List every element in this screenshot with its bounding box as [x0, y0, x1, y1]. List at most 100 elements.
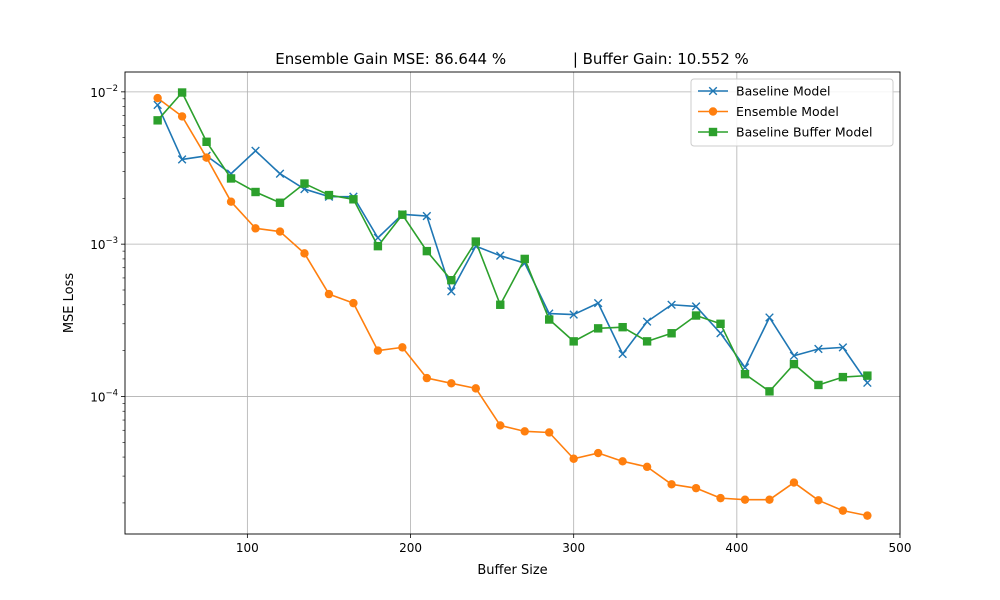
ensemble-model-point	[618, 457, 627, 466]
baseline-buffer-model-point	[789, 359, 799, 369]
plot-area-frame	[124, 71, 901, 535]
y-tick-label: 10−4	[90, 388, 118, 404]
marker-stroke	[593, 298, 603, 308]
ensemble-model-point	[275, 227, 285, 236]
marker-stroke	[569, 310, 578, 319]
ensemble-model-point	[667, 480, 676, 489]
ensemble-model-point	[251, 224, 260, 233]
x-tick-label: 200	[399, 541, 422, 555]
baseline-model-point	[153, 100, 162, 110]
ensemble-model-point	[300, 249, 309, 258]
marker-stroke	[765, 313, 774, 322]
baseline-buffer-model-point	[300, 179, 309, 188]
baseline-buffer-model-point	[618, 322, 627, 332]
baseline-model-point	[618, 349, 627, 359]
ensemble-model-point	[202, 153, 211, 162]
ensemble-model-point	[642, 462, 652, 472]
baseline-buffer-model-point	[177, 88, 187, 97]
marker-stroke	[422, 211, 432, 221]
baseline-model-point	[569, 310, 578, 319]
ensemble-model-point	[422, 373, 432, 383]
legend-swatch-marker	[708, 86, 718, 96]
baseline-model-point	[765, 313, 774, 322]
ensemble-model-point	[226, 197, 236, 206]
ensemble-model-point	[447, 379, 456, 388]
baseline-model-point	[642, 317, 652, 326]
ensemble-model-point	[789, 478, 799, 487]
marker-stroke	[447, 287, 456, 296]
marker-stroke	[789, 351, 799, 361]
baseline-buffer-model-point	[765, 387, 774, 396]
baseline-buffer-model-point	[226, 174, 236, 183]
baseline-buffer-model-point	[740, 370, 750, 379]
legend-item-baseline-buffer-model: Baseline Buffer Model	[698, 125, 872, 140]
ensemble-model-point	[496, 421, 505, 430]
baseline-buffer-model-point	[275, 198, 285, 207]
x-axis-label: Buffer Size	[477, 563, 547, 578]
baseline-buffer-model-point	[496, 300, 505, 309]
marker-stroke	[618, 349, 627, 359]
ensemble-model-point	[814, 496, 823, 505]
ensemble-model-point	[545, 428, 554, 437]
legend-item-baseline-model: Baseline Model	[698, 84, 831, 99]
marker-stroke	[838, 343, 848, 352]
ensemble-model-point	[765, 495, 774, 504]
ensemble-model-point	[569, 454, 578, 463]
x-tick-label: 100	[236, 541, 259, 555]
legend-swatch-marker	[708, 107, 718, 116]
baseline-buffer-model-point	[593, 324, 603, 333]
baseline-buffer-model-point	[691, 311, 701, 320]
baseline-model-point	[251, 146, 260, 156]
marker-stroke	[495, 251, 505, 260]
baseline-buffer-model-point	[863, 371, 872, 380]
ensemble-model-series	[153, 93, 872, 520]
ensemble-model-point	[691, 483, 701, 493]
ensemble-model-point	[398, 343, 407, 352]
baseline-model-point	[863, 378, 872, 388]
baseline-model-point	[495, 251, 505, 260]
y-tick-label: 10−3	[90, 236, 118, 252]
marker-stroke	[177, 155, 187, 164]
marker-stroke	[863, 378, 872, 388]
legend-label: Ensemble Model	[736, 104, 839, 119]
baseline-buffer-model-point	[545, 315, 554, 324]
baseline-model-point	[275, 169, 285, 179]
grid-lines	[125, 72, 901, 534]
ensemble-model-point	[324, 289, 334, 299]
ensemble-model-point	[349, 298, 358, 308]
baseline-model-point	[838, 343, 848, 352]
ensemble-model-point	[838, 506, 848, 515]
baseline-buffer-model-point	[398, 210, 407, 219]
legend: Baseline Model Ensemble Model Baseline Buf…	[690, 78, 894, 147]
marker-stroke	[642, 317, 652, 326]
axis-ticks: 100 200 300 400 500 10−4 10−3 10−2	[90, 84, 911, 555]
baseline-buffer-model-point	[642, 337, 652, 346]
marker-stroke	[153, 100, 162, 110]
ensemble-model-point	[593, 448, 603, 458]
ensemble-model-point	[177, 112, 187, 121]
legend-box	[690, 78, 894, 147]
marker-stroke	[814, 344, 823, 354]
y-tick-label: 10−2	[90, 84, 118, 100]
marker-stroke	[691, 302, 701, 311]
baseline-model-point	[422, 211, 432, 221]
series-layer	[153, 88, 872, 520]
legend-label: Baseline Buffer Model	[736, 125, 872, 140]
ensemble-model-point	[520, 427, 529, 436]
baseline-buffer-model-series	[153, 88, 872, 396]
ensemble-model-point	[716, 493, 725, 503]
legend-swatch-marker	[708, 127, 718, 137]
ensemble-model-point	[373, 346, 383, 355]
legend-label: Baseline Model	[736, 84, 831, 99]
baseline-model-point	[667, 300, 676, 310]
chart-title: Ensemble Gain MSE: 86.644 % | Buffer Gai…	[275, 50, 749, 68]
baseline-model-point	[814, 344, 823, 354]
baseline-model-point	[691, 302, 701, 311]
baseline-model-point	[593, 298, 603, 308]
baseline-buffer-model-point	[569, 337, 578, 346]
baseline-model-point	[447, 287, 456, 296]
baseline-buffer-model-point	[153, 116, 162, 125]
baseline-buffer-model-point	[838, 372, 848, 382]
baseline-buffer-model-point	[716, 319, 725, 328]
